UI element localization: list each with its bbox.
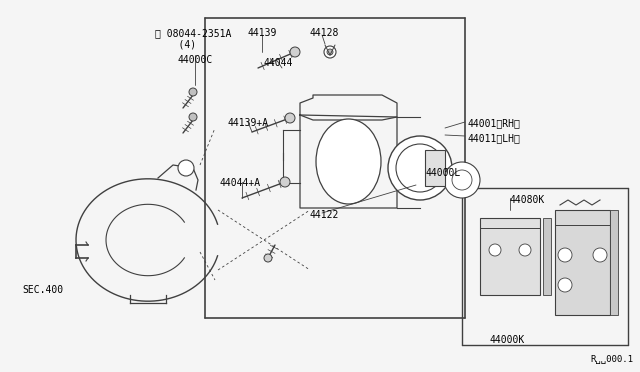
Circle shape <box>519 244 531 256</box>
Text: SEC.400: SEC.400 <box>22 285 63 295</box>
Polygon shape <box>555 210 610 315</box>
Circle shape <box>593 248 607 262</box>
Circle shape <box>388 136 452 200</box>
Circle shape <box>489 244 501 256</box>
Text: Ⓑ 08044-2351A
    (4): Ⓑ 08044-2351A (4) <box>155 28 232 49</box>
Circle shape <box>558 278 572 292</box>
Circle shape <box>189 113 197 121</box>
Circle shape <box>290 47 300 57</box>
Ellipse shape <box>316 119 381 204</box>
Bar <box>543 218 551 295</box>
Circle shape <box>327 49 333 55</box>
Text: R␣␣000.1: R␣␣000.1 <box>590 355 633 364</box>
Text: 44000C: 44000C <box>178 55 213 65</box>
Polygon shape <box>480 218 540 295</box>
Text: 44044: 44044 <box>264 58 293 68</box>
Bar <box>425 150 445 186</box>
Circle shape <box>558 248 572 262</box>
Circle shape <box>178 160 194 176</box>
Circle shape <box>189 88 197 96</box>
Circle shape <box>324 46 336 58</box>
Circle shape <box>285 113 295 123</box>
Text: 44122: 44122 <box>310 210 339 220</box>
Text: 44000K: 44000K <box>490 335 525 345</box>
Circle shape <box>444 162 480 198</box>
Text: 44128: 44128 <box>310 28 339 38</box>
Text: 44080K: 44080K <box>510 195 545 205</box>
Text: 44000L: 44000L <box>425 168 460 178</box>
Circle shape <box>280 177 290 187</box>
Text: 44044+A: 44044+A <box>220 178 261 188</box>
Text: 44139: 44139 <box>248 28 277 38</box>
Text: 44011（LH）: 44011（LH） <box>468 133 521 143</box>
Circle shape <box>264 254 272 262</box>
Text: 44139+A: 44139+A <box>228 118 269 128</box>
Bar <box>610 210 618 315</box>
Text: 44001（RH）: 44001（RH） <box>468 118 521 128</box>
